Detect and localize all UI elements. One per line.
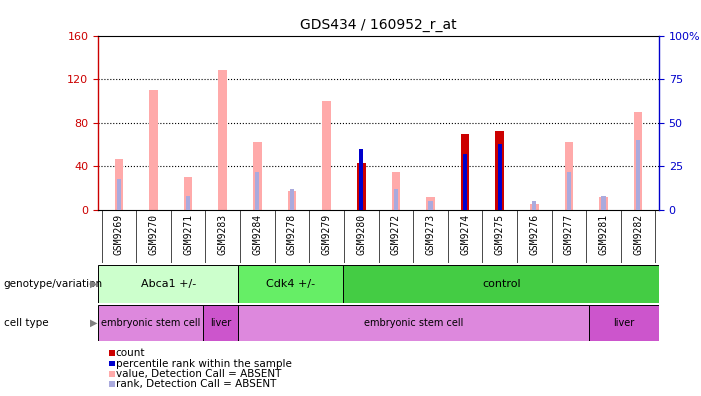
Bar: [634, 112, 643, 210]
Bar: [601, 196, 606, 210]
Bar: [461, 172, 470, 210]
Text: GSM9281: GSM9281: [599, 214, 608, 255]
Text: cell type: cell type: [4, 318, 48, 328]
Text: Cdk4 +/-: Cdk4 +/-: [266, 279, 315, 289]
Text: ▶: ▶: [90, 279, 97, 289]
Text: value, Detection Call = ABSENT: value, Detection Call = ABSENT: [116, 369, 281, 379]
Text: GSM9278: GSM9278: [287, 214, 297, 255]
Text: GSM9284: GSM9284: [252, 214, 262, 255]
Bar: [461, 134, 470, 210]
Bar: [343, 265, 659, 303]
Bar: [599, 197, 608, 210]
Bar: [238, 265, 343, 303]
Text: GSM9280: GSM9280: [356, 214, 366, 255]
Text: percentile rank within the sample: percentile rank within the sample: [116, 358, 292, 369]
Bar: [498, 144, 502, 210]
Bar: [117, 179, 121, 210]
Text: embryonic stem cell: embryonic stem cell: [101, 318, 200, 328]
Text: GSM9283: GSM9283: [218, 214, 228, 255]
Text: ▶: ▶: [90, 318, 97, 328]
Text: GSM9277: GSM9277: [564, 214, 574, 255]
Bar: [98, 305, 203, 341]
Text: genotype/variation: genotype/variation: [4, 279, 102, 289]
Title: GDS434 / 160952_r_at: GDS434 / 160952_r_at: [300, 18, 457, 32]
Bar: [392, 172, 400, 210]
Bar: [496, 172, 504, 210]
Text: GSM9269: GSM9269: [114, 214, 124, 255]
Bar: [98, 265, 238, 303]
Bar: [530, 204, 538, 210]
Bar: [255, 171, 259, 210]
Bar: [359, 149, 363, 210]
Bar: [636, 140, 640, 210]
Text: GSM9272: GSM9272: [391, 214, 401, 255]
Bar: [253, 143, 261, 210]
Bar: [428, 201, 433, 210]
Bar: [564, 143, 573, 210]
Bar: [567, 171, 571, 210]
Text: count: count: [116, 348, 145, 358]
Bar: [322, 101, 331, 210]
Text: embryonic stem cell: embryonic stem cell: [364, 318, 463, 328]
Text: GSM9282: GSM9282: [633, 214, 644, 255]
Text: GSM9276: GSM9276: [529, 214, 539, 255]
Bar: [426, 197, 435, 210]
Bar: [589, 305, 659, 341]
Text: GSM9271: GSM9271: [183, 214, 193, 255]
Text: control: control: [482, 279, 521, 289]
Bar: [219, 70, 227, 210]
Bar: [290, 189, 294, 210]
Text: Abca1 +/-: Abca1 +/-: [141, 279, 196, 289]
Text: liver: liver: [210, 318, 231, 328]
Text: GSM9279: GSM9279: [322, 214, 332, 255]
Bar: [357, 163, 365, 210]
Bar: [149, 90, 158, 210]
Bar: [184, 177, 193, 210]
Bar: [359, 179, 363, 210]
Text: GSM9273: GSM9273: [426, 214, 435, 255]
Bar: [287, 191, 297, 210]
Bar: [238, 305, 589, 341]
Bar: [357, 191, 365, 210]
Text: liver: liver: [613, 318, 634, 328]
Bar: [394, 189, 398, 210]
Text: rank, Detection Call = ABSENT: rank, Detection Call = ABSENT: [116, 379, 276, 389]
Text: GSM9270: GSM9270: [149, 214, 158, 255]
Text: GSM9275: GSM9275: [495, 214, 505, 255]
Bar: [114, 159, 123, 210]
Bar: [463, 154, 467, 210]
Bar: [496, 131, 504, 210]
Bar: [203, 305, 238, 341]
Bar: [532, 201, 536, 210]
Bar: [186, 196, 190, 210]
Text: GSM9274: GSM9274: [460, 214, 470, 255]
